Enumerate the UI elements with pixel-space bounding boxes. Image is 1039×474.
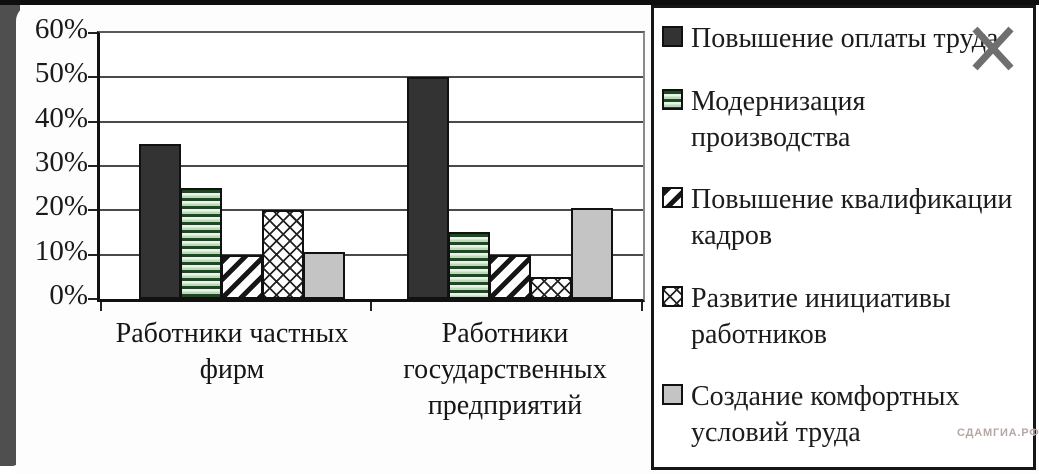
legend-swatch-diagonal-stripes-icon	[662, 187, 683, 208]
y-axis-tick	[88, 253, 97, 256]
bar-group2-series4	[530, 277, 572, 299]
bar-group1-series3	[221, 255, 263, 299]
legend-swatch-solid-dark-icon	[662, 26, 683, 47]
legend-swatch-crosshatch-icon	[662, 285, 683, 307]
legend-item-label: Повышение оплаты труда	[691, 23, 999, 54]
legend-item: Повышение квалификации кадров	[662, 182, 1029, 254]
y-axis-tick-label: 30%	[34, 145, 88, 178]
legend-item: Развитие инициативы работников	[662, 281, 1029, 353]
legend-swatch-light-gray-icon	[662, 384, 683, 405]
x-axis-tick	[370, 302, 372, 311]
y-axis-tick	[88, 76, 97, 79]
bar-group2-series5	[571, 208, 613, 299]
legend-item-label: Повышение квалификации кадров	[691, 184, 1013, 251]
bar-group2-series2	[448, 232, 490, 299]
left-page-edge	[0, 5, 20, 466]
chart-page: 0% 10% 20% 30% 40% 50% 60% Работники частных ф…	[16, 5, 1039, 474]
y-axis-tick-label: 20%	[34, 190, 88, 223]
bar-group1-series2	[180, 188, 222, 299]
bar-group1-series4	[262, 210, 304, 299]
legend-item-label: Развитие инициативы работников	[691, 282, 951, 350]
bar-group1-series1	[139, 144, 181, 299]
y-axis-tick-label: 10%	[34, 234, 88, 267]
bar-group1-series5	[303, 252, 345, 299]
x-category-label-private-firms: Работники частных фирм	[115, 318, 349, 385]
legend-item: Создание комфортных условий труда	[662, 379, 1029, 451]
y-axis-tick	[88, 165, 97, 167]
chart-legend: Повышение оплаты труда Модернизация прои…	[651, 5, 1036, 470]
bar-group2-series3	[489, 255, 531, 299]
gridline	[100, 209, 643, 212]
x-axis-tick	[641, 302, 643, 311]
y-axis-tick	[88, 298, 97, 300]
y-axis-tick-label: 40%	[34, 101, 88, 134]
legend-item: Повышение оплаты труда	[662, 21, 1029, 57]
legend-swatch-green-stripes-icon	[662, 88, 683, 110]
bar-group2-series1	[407, 77, 449, 299]
y-axis-tick	[88, 32, 97, 34]
gridline	[100, 76, 643, 79]
legend-item-label: Создание комфортных условий труда	[691, 381, 960, 448]
legend-item: Модернизация производства	[662, 84, 1029, 156]
y-axis-tick	[88, 209, 97, 212]
watermark: СДАМГИА.РФ	[957, 427, 1039, 439]
y-axis-tick-label: 60%	[34, 12, 88, 45]
x-axis-tick	[100, 302, 102, 311]
legend-item-label: Модернизация производства	[691, 85, 866, 153]
y-axis-tick-label: 50%	[34, 57, 88, 90]
gridline	[100, 120, 643, 123]
gridline	[100, 253, 643, 256]
y-axis-tick-label: 0%	[49, 278, 88, 311]
chart-plot-area	[88, 31, 645, 311]
y-axis-tick	[88, 120, 97, 123]
top-border-bar	[0, 0, 1039, 5]
close-x-mark-icon[interactable]	[968, 21, 1018, 75]
x-category-label-state-enterprises: Работники государственных предприятий	[403, 318, 607, 421]
gridline	[100, 165, 643, 167]
